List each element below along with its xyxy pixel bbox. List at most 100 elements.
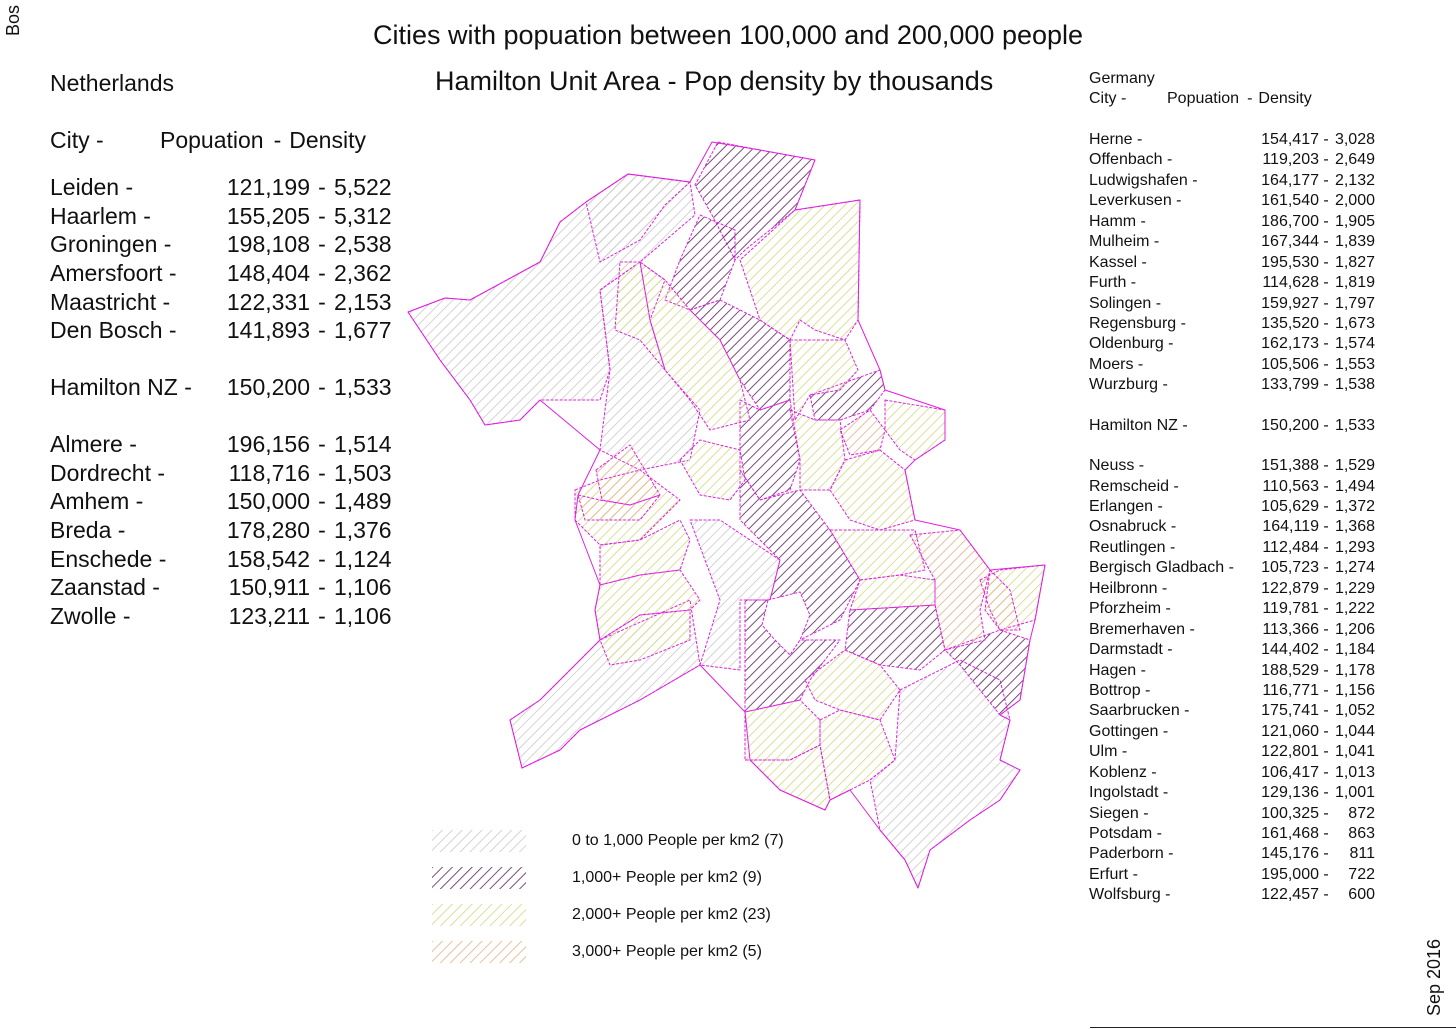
row-city: Bottrop - — [1089, 681, 1151, 699]
row-population: 122,457 — [1261, 886, 1319, 904]
row-population: 119,203 — [1262, 151, 1319, 169]
row-city: Groningen - — [50, 231, 172, 258]
table-row: Bremerhaven - 113,366-1,206 — [1089, 620, 1375, 640]
header-density: Density — [289, 127, 366, 153]
table-row: Haarlem - 155,205-5,312 — [50, 202, 392, 231]
row-population: 123,211 — [228, 602, 310, 629]
row-density: 1,106 — [334, 574, 392, 601]
row-city: Kassel - — [1089, 253, 1147, 271]
table-row: Siegen - 100,325- 872 — [1089, 804, 1375, 824]
row-sep: - — [1323, 681, 1329, 699]
row-density: 1,376 — [334, 516, 392, 543]
row-population: 145,176 — [1261, 845, 1319, 863]
row-sep: - — [1323, 641, 1329, 659]
row-sep: - — [318, 374, 326, 401]
table-row: Ulm - 122,801-1,041 — [1089, 742, 1375, 762]
row-sep: - — [318, 231, 326, 258]
row-density: 1,156 — [1334, 681, 1375, 699]
row-density: 722 — [1348, 865, 1375, 883]
netherlands-table: Netherlands City - Popuation - Density L… — [50, 70, 392, 631]
table-row: Solingen - 159,927-1,797 — [1089, 294, 1375, 314]
row-city: Siegen - — [1089, 804, 1149, 822]
row-density: 1,489 — [334, 488, 392, 515]
row-sep: - — [1323, 579, 1329, 597]
row-city: Zwolle - — [50, 602, 131, 629]
row-sep: - — [318, 574, 326, 601]
row-city: Potsdam - — [1089, 825, 1162, 842]
row-density: 1,538 — [1334, 376, 1375, 394]
row-sep: - — [1323, 538, 1329, 556]
row-population: 195,000 — [1261, 865, 1319, 883]
row-sep: - — [1323, 171, 1329, 189]
row-density: 2,538 — [334, 231, 392, 258]
row-city: Wolfsburg - — [1089, 886, 1171, 904]
row-sep: - — [318, 459, 326, 486]
table-row: Erfurt - 195,000- 722 — [1089, 865, 1375, 885]
row-density: 1,001 — [1334, 784, 1375, 802]
row-population: 186,700 — [1261, 212, 1319, 230]
row-city: Erlangen - — [1089, 498, 1163, 515]
row-city: Bremerhaven - — [1089, 620, 1195, 638]
map-region — [909, 529, 991, 651]
row-population: 158,542 — [226, 545, 310, 572]
map-region — [849, 574, 936, 611]
row-city: Enschede - — [50, 545, 167, 572]
table-row: Kassel - 195,530-1,827 — [1089, 253, 1375, 273]
table-row: Hamilton NZ - 150,200-1,533 — [1089, 416, 1375, 436]
row-density: 1,052 — [1334, 702, 1375, 720]
row-density: 1,041 — [1334, 743, 1375, 761]
row-density: 1,677 — [334, 317, 392, 344]
table-row: Paderborn - 145,176- 811 — [1089, 844, 1375, 864]
row-sep: - — [1323, 804, 1329, 822]
row-city: Mulheim - — [1089, 233, 1160, 251]
row-sep: - — [1323, 784, 1329, 802]
row-population: 150,200 — [226, 374, 310, 401]
row-city: Osnabruck - — [1089, 518, 1177, 536]
row-population: 178,280 — [226, 516, 310, 543]
legend-swatch — [432, 903, 526, 926]
header-sep: - — [273, 127, 282, 153]
row-sep: - — [318, 545, 326, 572]
row-city: Hamilton NZ - — [50, 374, 192, 401]
row-density: 1,673 — [1334, 314, 1375, 332]
map-region — [739, 469, 861, 641]
header-population: Popuation — [160, 127, 264, 153]
table-row: Potsdam - 161,468- 863 — [1089, 824, 1375, 844]
table-row: Leverkusen - 161,540-2,000 — [1089, 191, 1375, 211]
row-sep: - — [1323, 416, 1329, 434]
row-density: 1,574 — [1334, 335, 1375, 353]
row-city: Haarlem - — [50, 202, 151, 229]
row-city: Dordrecht - — [50, 459, 166, 486]
map-region — [819, 709, 896, 801]
table-row: Den Bosch - 141,893-1,677 — [50, 316, 392, 345]
row-density: 2,649 — [1334, 151, 1375, 169]
row-city: Oldenburg - — [1089, 335, 1174, 353]
legend-label: 3,000+ People per km2 (5) — [572, 942, 762, 960]
table-row: Erlangen - 105,629-1,372 — [1089, 497, 1375, 517]
row-city: Gottingen - — [1089, 722, 1169, 740]
map-region — [789, 339, 859, 421]
row-density: 1,839 — [1334, 233, 1375, 251]
map-region — [689, 519, 781, 671]
map-region — [679, 439, 746, 501]
table-row: Hagen - 188,529-1,178 — [1089, 661, 1375, 681]
row-population: 114,628 — [1262, 274, 1319, 292]
row-population: 118,716 — [228, 459, 310, 486]
header-city: City - — [50, 127, 104, 153]
row-population: 133,799 — [1261, 376, 1319, 394]
map-region — [829, 449, 916, 531]
row-population: 116,771 — [1262, 681, 1319, 699]
row-sep: - — [318, 317, 326, 344]
row-sep: - — [1323, 477, 1329, 495]
row-city: Den Bosch - — [50, 317, 177, 344]
row-density: 1,514 — [334, 430, 392, 457]
row-city: Pforzheim - — [1089, 600, 1171, 618]
row-sep: - — [318, 488, 326, 515]
table-row: Amersfoort - 148,404-2,362 — [50, 259, 392, 288]
row-density: 2,362 — [334, 260, 392, 287]
row-population: 141,893 — [226, 317, 310, 344]
row-sep: - — [1323, 702, 1329, 720]
row-sep: - — [1323, 620, 1329, 638]
map-region — [884, 399, 946, 461]
